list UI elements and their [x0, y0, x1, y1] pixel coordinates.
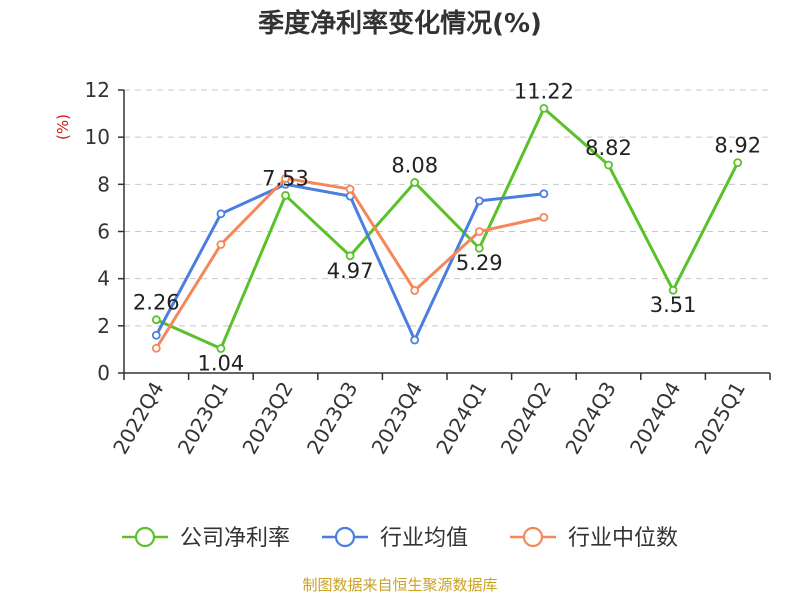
- legend-marker: [134, 526, 156, 548]
- data-label: 8.08: [391, 153, 438, 177]
- data-point: [539, 189, 549, 199]
- data-label: 7.53: [262, 166, 309, 190]
- x-tick-label: 2023Q3: [302, 378, 362, 459]
- data-labels: 2.26 1.04 7.53 4.97 8.08 5.29 11.22 8.82 3.51 8.9…: [133, 79, 761, 375]
- x-tick-label: 2023Q4: [367, 378, 427, 459]
- legend-label: 公司净利率: [180, 526, 290, 551]
- y-tick-label: 0: [97, 361, 110, 385]
- data-point: [345, 184, 355, 194]
- data-point: [151, 315, 161, 325]
- x-tick-label: 2023Q2: [237, 378, 297, 459]
- data-point: [216, 240, 226, 249]
- grid-lines: [124, 89, 770, 327]
- data-point: [474, 196, 484, 206]
- legend: 公司净利率 行业均值 行业中位数: [122, 526, 678, 551]
- y-tick-label: 10: [85, 125, 110, 149]
- data-point: [733, 158, 743, 168]
- x-tick-label: 2024Q1: [431, 378, 491, 459]
- y-tick-label: 2: [97, 314, 110, 338]
- data-label: 5.29: [456, 251, 503, 275]
- data-point: [604, 160, 613, 170]
- series-line: [155, 106, 740, 350]
- legend-marker: [522, 526, 544, 548]
- data-label: 4.97: [327, 259, 374, 283]
- data-label: 2.26: [133, 291, 180, 315]
- data-label: 8.82: [585, 136, 632, 160]
- series-layer: [151, 103, 743, 353]
- data-point: [668, 285, 678, 295]
- source-note: 制图数据来自恒生聚源数据库: [302, 576, 497, 594]
- x-tick-label: 2022Q4: [108, 378, 168, 459]
- y-axis-unit: (%): [54, 114, 72, 140]
- data-label: 1.04: [198, 351, 245, 375]
- x-tick-label: 2024Q2: [496, 378, 556, 459]
- x-tick-label: 2025Q1: [690, 378, 750, 459]
- data-point: [281, 174, 290, 183]
- data-point: [474, 227, 484, 236]
- data-point: [410, 286, 420, 295]
- y-tick-label: 12: [85, 78, 110, 102]
- series-0: [151, 103, 743, 353]
- data-point: [151, 343, 161, 353]
- y-tick-label: 6: [97, 220, 110, 244]
- legend-label: 行业均值: [380, 526, 468, 551]
- data-label: 3.51: [650, 293, 697, 317]
- data-point: [281, 191, 290, 200]
- data-point: [151, 330, 161, 340]
- legend-item-1: 行业均值: [322, 526, 468, 551]
- series-2: [151, 174, 549, 353]
- legend-marker: [334, 526, 356, 548]
- y-tick-label: 4: [97, 267, 110, 291]
- data-point: [474, 243, 484, 253]
- legend-item-0: 公司净利率: [122, 526, 290, 551]
- x-tick-label: 2024Q4: [625, 378, 685, 459]
- data-point: [345, 251, 355, 261]
- data-point: [216, 209, 226, 219]
- data-point: [539, 103, 549, 113]
- data-point: [539, 212, 549, 222]
- data-label: 11.22: [514, 79, 574, 103]
- x-tick-label: 2024Q3: [560, 378, 620, 459]
- legend-item-2: 行业中位数: [510, 526, 678, 551]
- chart-title: 季度净利率变化情况(%): [258, 8, 542, 39]
- legend-label: 行业中位数: [568, 526, 678, 551]
- data-point: [216, 344, 226, 353]
- x-tick-label: 2023Q1: [173, 378, 233, 459]
- data-point: [410, 178, 420, 187]
- y-tick-label: 8: [97, 172, 110, 196]
- data-label: 8.92: [714, 134, 761, 158]
- data-point: [410, 335, 420, 345]
- series-1: [151, 179, 549, 345]
